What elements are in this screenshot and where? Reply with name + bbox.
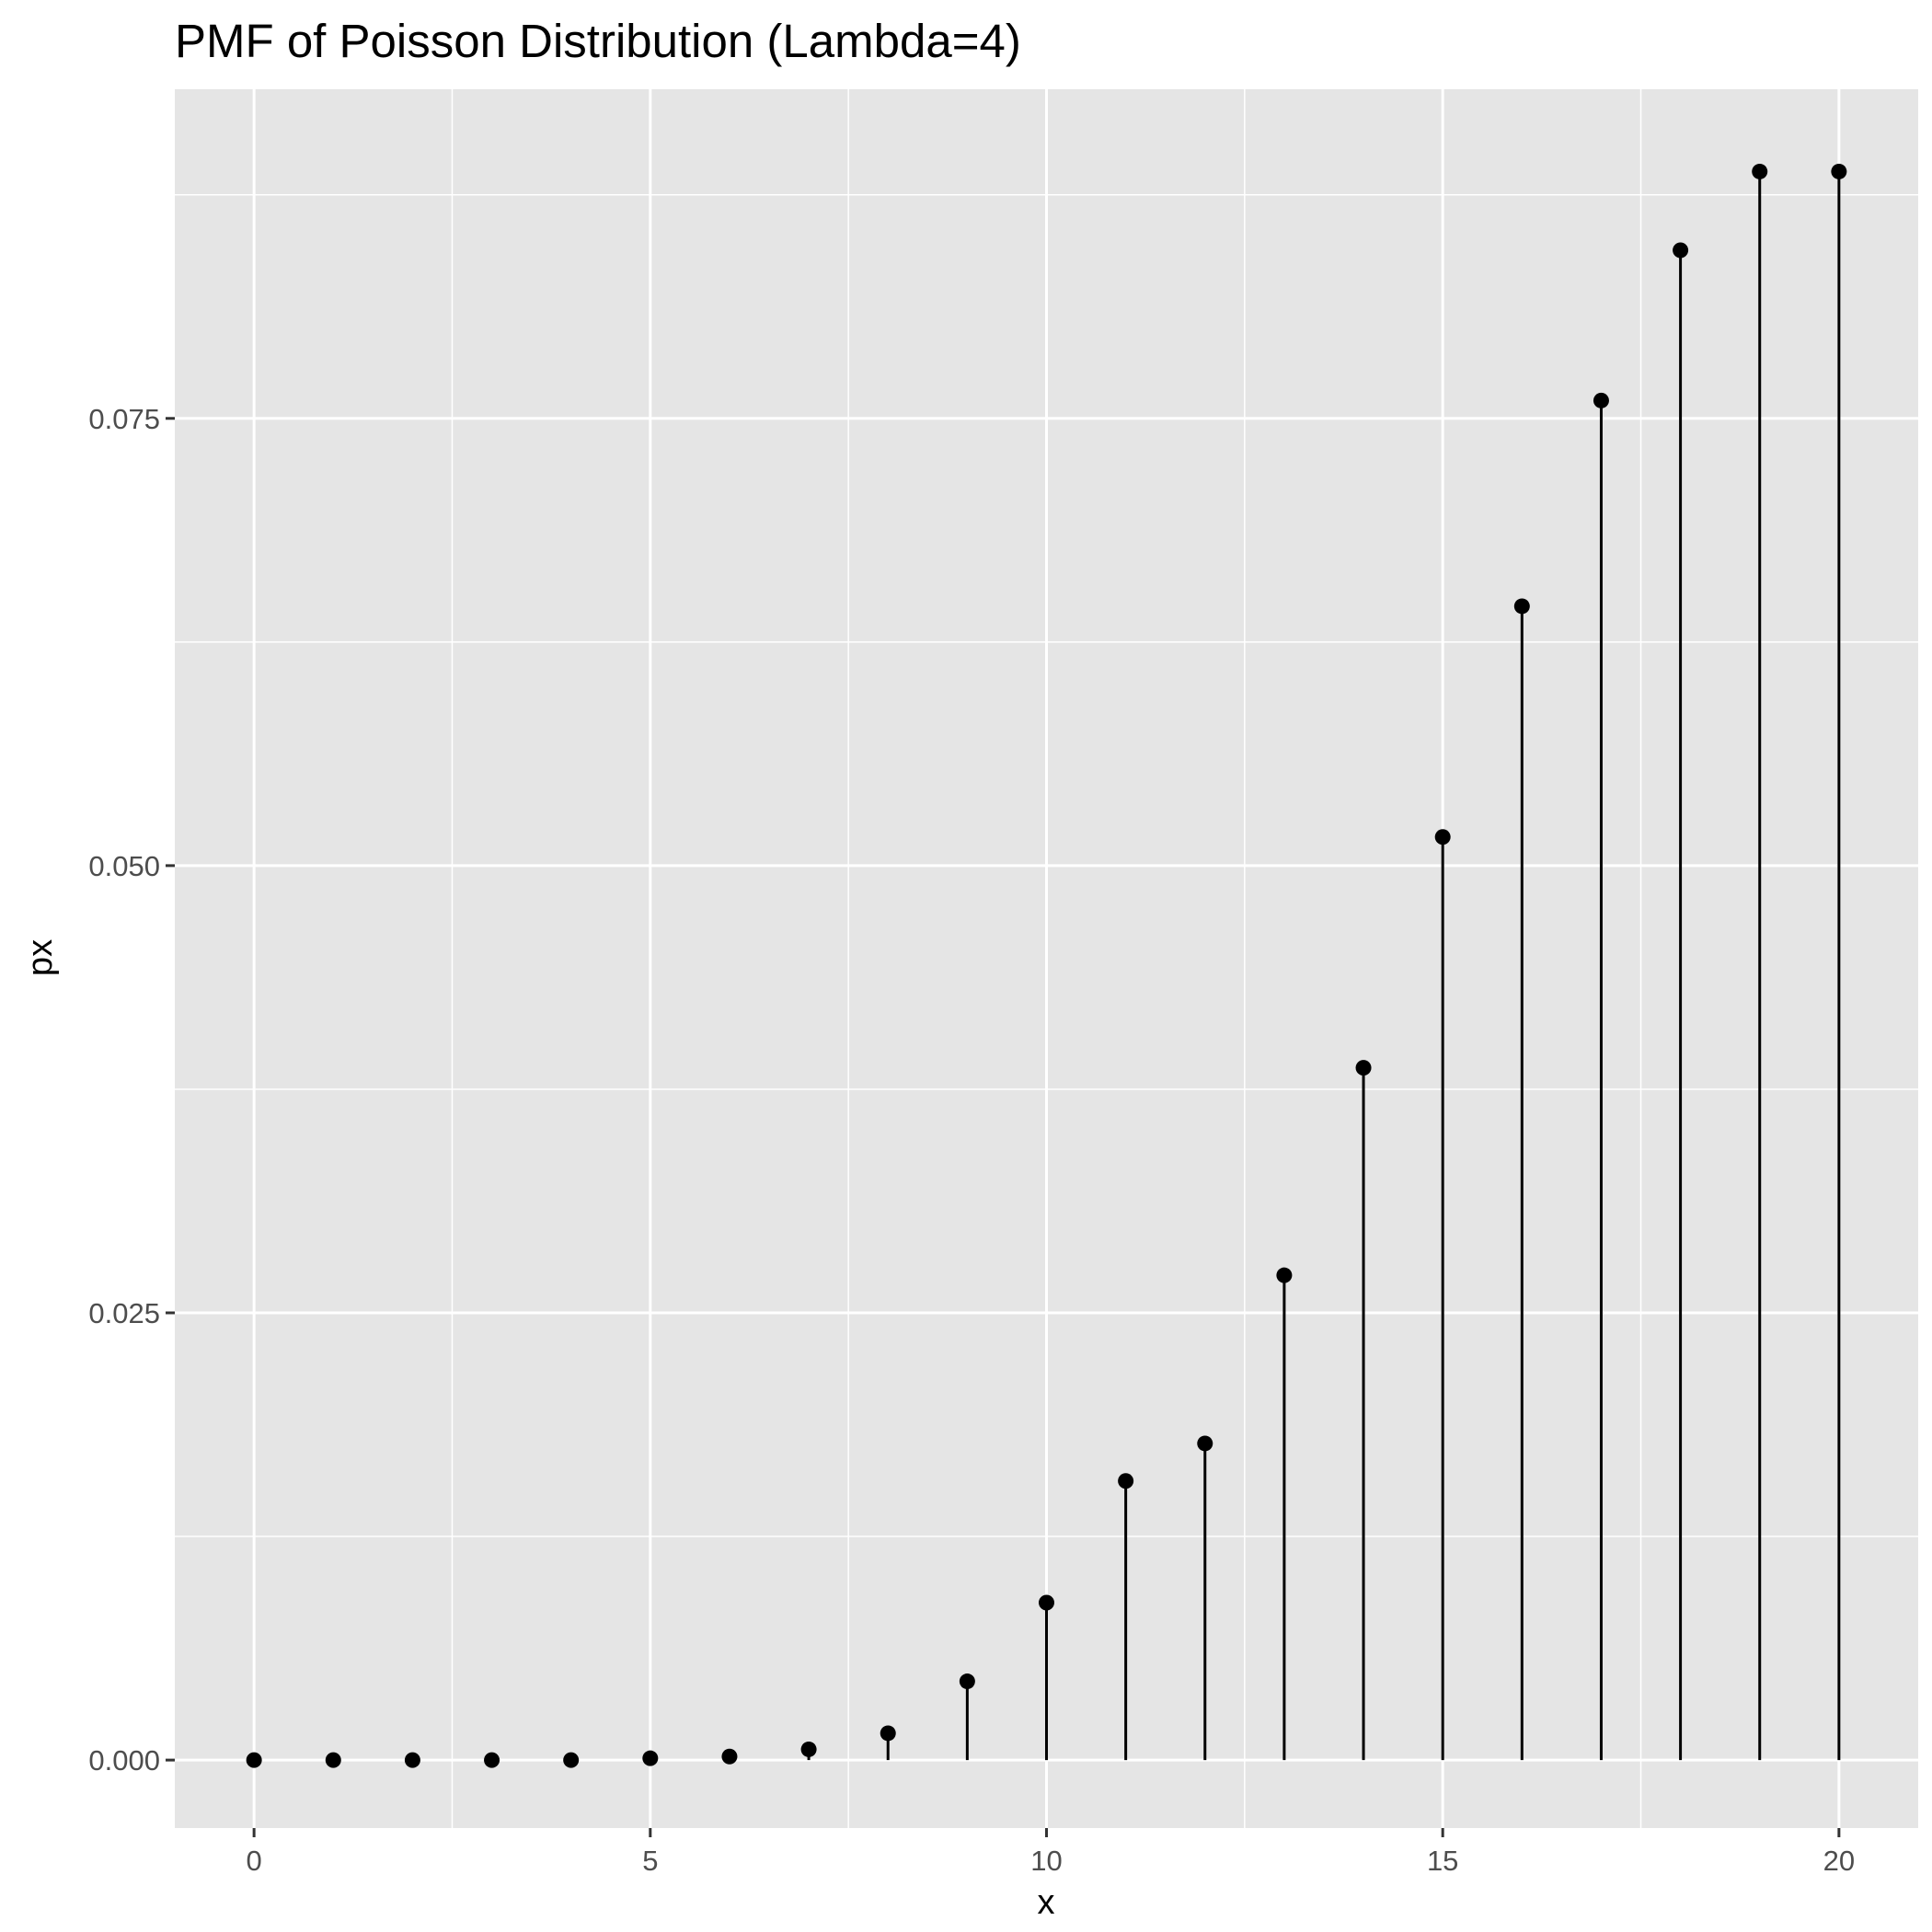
data-point xyxy=(1197,1435,1213,1452)
y-tick-label: 0.050 xyxy=(88,850,160,882)
data-point xyxy=(880,1725,896,1742)
data-point xyxy=(1355,1060,1372,1076)
data-point xyxy=(1673,242,1689,259)
y-tick-label: 0.025 xyxy=(88,1297,160,1329)
x-tick-label: 0 xyxy=(247,1845,262,1877)
data-point xyxy=(1513,598,1530,615)
y-axis: 0.000 0.025 0.050 0.075 xyxy=(88,403,175,1777)
x-tick-label: 10 xyxy=(1030,1845,1062,1877)
data-point xyxy=(404,1752,420,1768)
y-tick-label: 0.000 xyxy=(88,1744,160,1777)
x-axis-title: x xyxy=(1038,1883,1055,1922)
data-point xyxy=(800,1741,817,1757)
x-tick-label: 15 xyxy=(1427,1845,1458,1877)
data-point xyxy=(563,1752,580,1768)
data-point xyxy=(721,1748,738,1765)
data-point xyxy=(246,1752,262,1768)
data-point xyxy=(1039,1594,1054,1611)
data-point xyxy=(484,1752,500,1768)
data-point xyxy=(1434,829,1451,845)
chart-title: PMF of Poisson Distribution (Lambda=4) xyxy=(175,15,1021,67)
x-tick-label: 5 xyxy=(642,1845,658,1877)
data-point xyxy=(1118,1473,1134,1489)
y-axis-title: px xyxy=(21,939,60,976)
points xyxy=(246,163,1847,1768)
data-point xyxy=(959,1673,975,1690)
y-tick-label: 0.075 xyxy=(88,403,160,435)
x-axis: 0 5 10 15 20 xyxy=(247,1828,1855,1877)
x-tick-label: 20 xyxy=(1823,1845,1855,1877)
data-point xyxy=(1831,163,1847,179)
data-point xyxy=(642,1750,659,1766)
data-point xyxy=(325,1752,341,1768)
data-point xyxy=(1752,163,1768,179)
data-point xyxy=(1276,1267,1293,1283)
data-point xyxy=(1593,392,1609,408)
